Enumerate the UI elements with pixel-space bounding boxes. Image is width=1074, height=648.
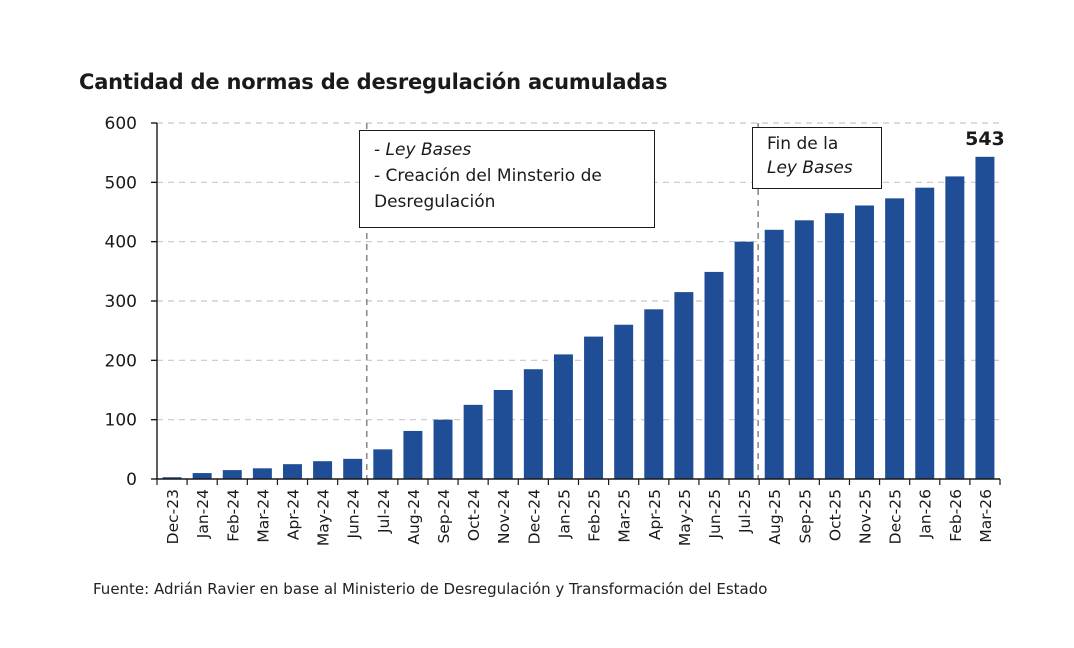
bar [734,241,754,479]
y-tick-label: 0 [126,470,137,490]
x-tick-label: Jun-25 [706,489,724,540]
x-tick-label: Feb-26 [947,489,965,542]
bar [403,430,423,479]
x-tick-label: May-25 [676,489,694,546]
x-tick-label: Aug-25 [766,489,784,545]
data-labels: 543 [965,128,1005,150]
x-tick-label: Jan-26 [917,489,935,539]
bar [343,458,363,479]
bar [644,309,664,479]
bar [885,198,905,479]
bar [282,464,302,479]
annotation-fin-ley-bases: Fin de la Ley Bases [752,127,882,189]
bar [192,473,212,479]
x-tick-label: Jul-25 [736,489,754,534]
x-tick-label: Apr-25 [646,489,664,540]
bar [222,470,242,479]
y-tick-label: 300 [105,292,137,312]
bar [674,292,694,479]
x-tick-labels: Dec-23 Jan-24 Feb-24 Mar-24 Apr-24 May-24 Jun-… [164,489,995,546]
x-tick-label: Mar-25 [616,489,634,543]
x-tick-label: Apr-24 [284,489,302,540]
bar [463,404,483,479]
annotation-line: - Ley Bases [374,137,640,163]
annotation-line: Desregulación [374,192,496,212]
bar [252,468,272,479]
x-tick-label: Nov-25 [857,489,875,544]
x-tick-label: Feb-24 [224,489,242,542]
bar [915,187,935,479]
bar [553,354,573,479]
y-tick-label: 500 [105,173,137,193]
bar [794,220,814,479]
x-tick-label: Dec-23 [164,489,182,544]
x-tick-label: Feb-25 [586,489,604,542]
bar [764,229,784,479]
x-tick-label: Jun-24 [345,489,363,540]
y-tick-labels: 0 100 200 300 400 500 600 [105,114,137,490]
bar [162,477,182,479]
bar [493,390,513,479]
y-tick-label: 100 [105,411,137,431]
annotation-line: Fin de la [767,134,839,154]
axis-layer [151,122,1001,485]
bar [824,213,844,480]
annotation-italic-text: Ley Bases [385,140,472,160]
bar [614,324,634,479]
bar [373,449,393,479]
annotation-italic-text: Ley Bases [767,158,853,178]
bar [704,271,724,479]
x-tick-label: Jan-24 [194,489,212,539]
bars-layer [162,156,995,480]
annotation-prefix: - [374,140,386,160]
y-tick-label: 400 [105,233,137,253]
x-tick-label: Jul-24 [375,489,393,534]
x-tick-label: Sep-24 [435,489,453,544]
y-tick-label: 200 [105,351,137,371]
bar [313,461,333,479]
x-tick-label: Jan-25 [555,489,573,539]
y-tick-label: 600 [105,114,137,134]
data-label: 543 [965,128,1005,150]
x-tick-label: Aug-24 [405,489,423,545]
annotation-line: - Creación del Minsterio de [374,166,602,186]
bar [523,369,543,479]
x-tick-label: Nov-24 [495,489,513,544]
bar [975,156,995,479]
bar [584,336,604,479]
chart-source: Fuente: Adrián Ravier en base al Ministe… [93,580,768,598]
x-tick-label: Mar-24 [254,489,272,543]
bar [945,176,965,479]
x-tick-label: May-24 [315,489,333,546]
x-tick-label: Mar-26 [977,489,995,543]
x-tick-label: Oct-24 [465,489,483,541]
x-tick-label: Sep-25 [796,489,814,544]
x-tick-label: Oct-25 [826,489,844,541]
bar [855,205,875,479]
x-tick-label: Dec-24 [525,489,543,544]
bar [433,419,453,479]
x-tick-label: Dec-25 [887,489,905,544]
annotation-ley-bases: - Ley Bases - Creación del Minsterio de … [359,130,655,228]
chart-title: Cantidad de normas de desregulación acum… [79,70,668,94]
